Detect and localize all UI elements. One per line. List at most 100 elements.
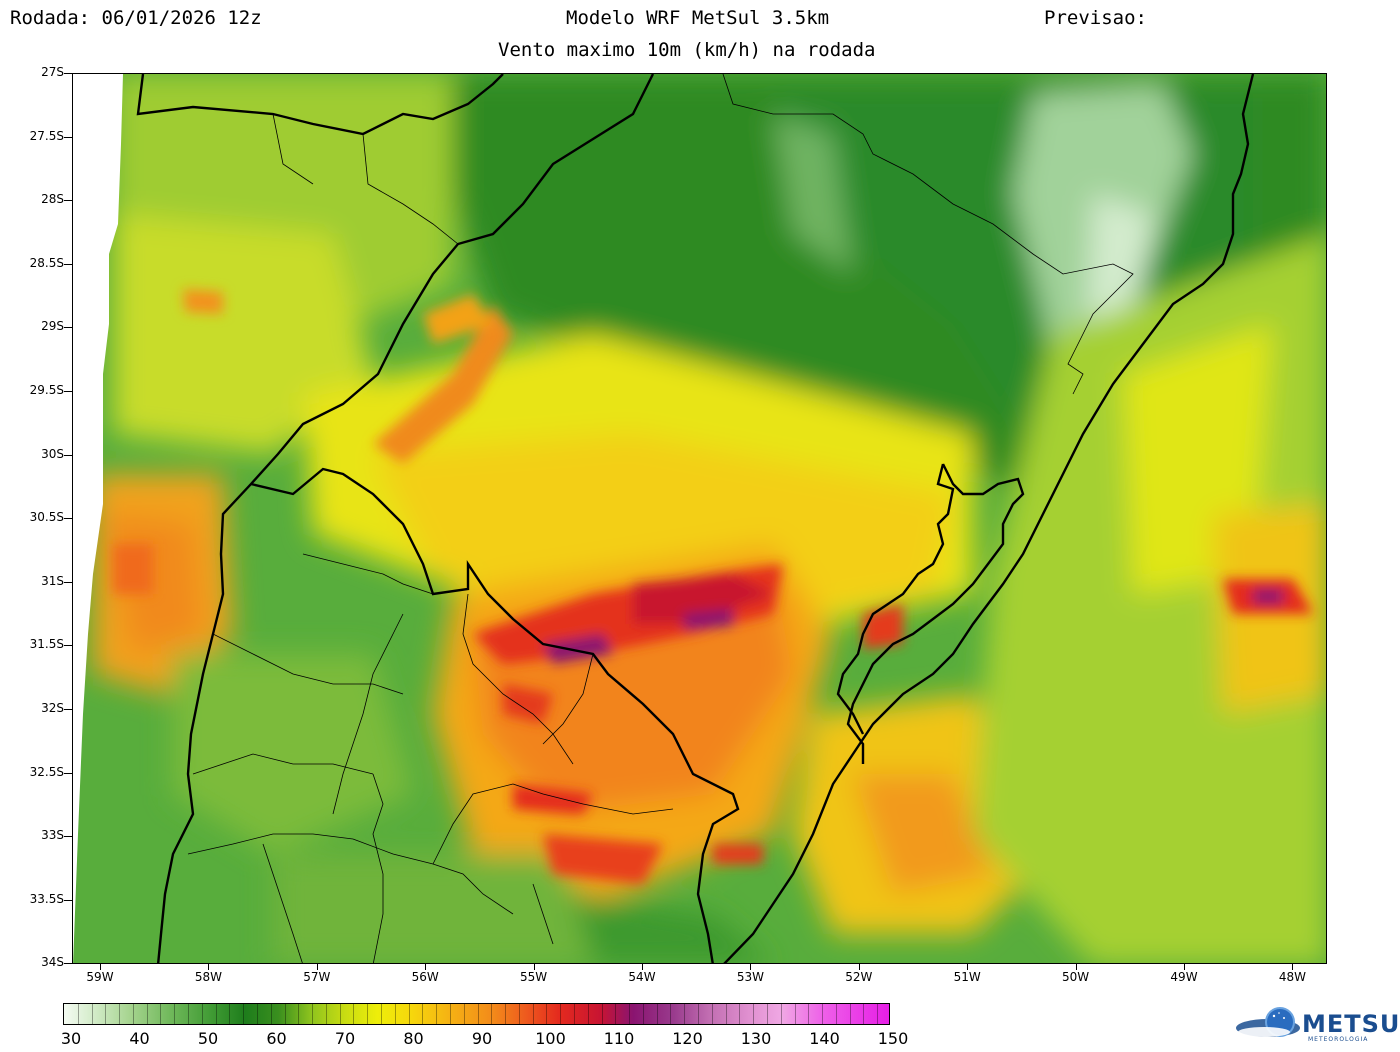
- colorbar-segment: [188, 1004, 190, 1024]
- colorbar-segment: [119, 1004, 121, 1024]
- lon-tick: [967, 964, 969, 970]
- colorbar-segment: [656, 1004, 658, 1024]
- lat-tick: [64, 963, 72, 965]
- lat-label: 31S: [41, 573, 64, 588]
- state-borders: [187, 74, 1134, 963]
- colorbar-label: 110: [603, 1029, 635, 1048]
- lon-tick: [425, 964, 427, 970]
- lat-tick: [64, 200, 72, 202]
- colorbar-segment: [587, 1004, 589, 1024]
- lon-tick: [750, 964, 752, 970]
- colorbar-segment: [753, 1004, 755, 1024]
- lon-label: 57W: [303, 970, 331, 984]
- country-borders: [136, 74, 1255, 963]
- colorbar-label: 60: [266, 1029, 287, 1048]
- colorbar-label: 30: [60, 1029, 82, 1048]
- lat-tick: [64, 454, 72, 456]
- lat-tick: [64, 899, 72, 901]
- colorbar-segment: [546, 1004, 548, 1024]
- lon-label: 52W: [845, 970, 873, 984]
- colorbar-label: 40: [129, 1029, 150, 1048]
- colorbar-segment: [132, 1004, 134, 1024]
- lon-tick: [316, 964, 318, 970]
- lat-tick: [64, 709, 72, 710]
- colorbar-segment: [215, 1004, 217, 1024]
- lon-tick: [1184, 964, 1185, 970]
- colorbar-segment: [449, 1004, 451, 1024]
- colorbar-segment: [532, 1004, 534, 1024]
- lon-tick: [1075, 964, 1077, 970]
- lat-label: 33.5S: [29, 891, 64, 906]
- colorbar-segment: [339, 1004, 341, 1024]
- colorbar-label: 140: [809, 1029, 840, 1048]
- colorbar-segment: [739, 1004, 741, 1024]
- colorbar-segment: [615, 1004, 617, 1024]
- colorbar-segment: [174, 1004, 176, 1024]
- lat-label: 30S: [41, 446, 64, 461]
- colorbar-segment: [381, 1004, 383, 1024]
- lat-tick: [64, 327, 72, 329]
- colorbar-segment: [422, 1004, 424, 1024]
- colorbar-label: 90: [471, 1029, 493, 1048]
- lat-tick: [64, 518, 72, 520]
- colorbar-segment: [477, 1004, 479, 1024]
- lon-label: 59W: [86, 970, 114, 984]
- colorbar-segment: [601, 1004, 603, 1024]
- lon-label: 49W: [1170, 970, 1198, 984]
- lat-tick: [64, 772, 72, 774]
- lon-label: 56W: [411, 970, 439, 984]
- colorbar-segment: [780, 1004, 782, 1024]
- run-date-label: Rodada: 06/01/2026 12z: [10, 7, 262, 29]
- colorbar-segment: [394, 1004, 396, 1024]
- colorbar-segment: [725, 1004, 727, 1024]
- map-subtitle: Vento maximo 10m (km/h) na rodada: [498, 39, 876, 61]
- colorbar-segment: [518, 1004, 520, 1024]
- globe-icon: [1236, 1007, 1300, 1037]
- colorbar-segment: [491, 1004, 493, 1024]
- lon-label: 53W: [736, 970, 764, 984]
- colorbar-segment: [849, 1004, 851, 1024]
- lon-tick: [208, 964, 210, 970]
- logo-tagline: METEOROLOGIA: [1308, 1036, 1369, 1043]
- lat-label: 30.5S: [29, 510, 64, 525]
- colorbar-label: 150: [877, 1029, 909, 1048]
- colorbar-label: 80: [403, 1029, 424, 1048]
- colorbar-label: 120: [672, 1029, 703, 1048]
- colorbar-segment: [160, 1004, 162, 1024]
- colorbar-segment: [560, 1004, 562, 1024]
- colorbar-segment: [298, 1004, 300, 1024]
- lat-label: 33S: [41, 828, 64, 843]
- colorbar-segment: [77, 1004, 79, 1024]
- lat-tick: [64, 263, 72, 265]
- metsul-logo: METSUL METEOROLOGIA: [1234, 1006, 1400, 1048]
- lon-label: 55W: [520, 970, 548, 984]
- lat-tick: [64, 581, 72, 583]
- colorbar-segment: [353, 1004, 355, 1024]
- colorbar-segment: [463, 1004, 465, 1024]
- colorbar-segment: [91, 1004, 93, 1024]
- logo-text: METSUL: [1302, 1010, 1400, 1038]
- no-data-area: [73, 74, 123, 963]
- colorbar-label: 50: [197, 1029, 219, 1048]
- colorbar-label: 70: [334, 1029, 356, 1048]
- colorbar-segment: [312, 1004, 314, 1024]
- colorbar-segment: [863, 1004, 865, 1024]
- lat-label: 28S: [41, 192, 64, 207]
- lat-tick: [64, 391, 72, 392]
- colorbar-segment: [877, 1004, 879, 1024]
- lat-tick: [64, 645, 72, 647]
- colorbar-label: 130: [740, 1029, 772, 1048]
- colorbar-segment: [229, 1004, 231, 1024]
- colorbar-segment: [325, 1004, 327, 1024]
- lon-tick: [100, 964, 101, 970]
- lon-tick: [858, 964, 860, 970]
- forecast-label: Previsao:: [1044, 7, 1147, 29]
- colorbar-segment: [698, 1004, 700, 1024]
- wind-field: [73, 74, 1326, 963]
- colorbar-segment: [766, 1004, 768, 1024]
- lat-tick: [64, 836, 72, 838]
- colorbar-segment: [146, 1004, 148, 1024]
- colorbar-segment: [808, 1004, 810, 1024]
- lat-label: 27.5S: [29, 128, 64, 143]
- lat-label: 32.5S: [29, 764, 64, 779]
